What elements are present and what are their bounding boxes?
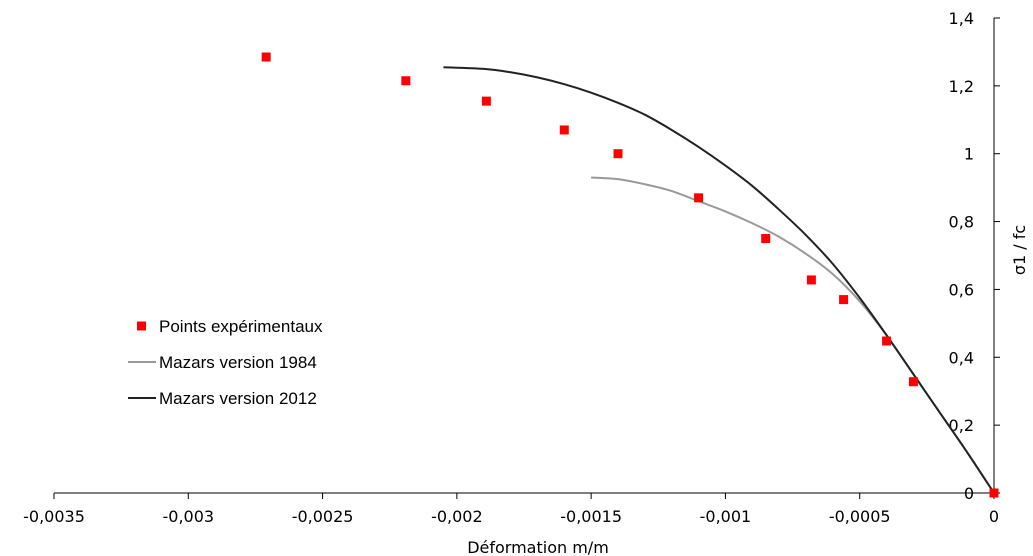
y-tick-label: 0,8	[949, 213, 974, 232]
data-point	[261, 52, 271, 62]
data-point	[613, 149, 623, 159]
x-tick-label: -0,0005	[829, 507, 891, 526]
data-point	[761, 234, 771, 244]
series-lines	[443, 66, 995, 494]
data-point	[908, 377, 918, 387]
axes: -0,0035 -0,003 -0,0025 -0,002 -0,0015 -0,001 -…	[23, 9, 1000, 526]
data-point	[839, 295, 849, 305]
legend: Points expérimentaux Mazars version 1984 M…	[128, 317, 323, 408]
x-tick-label: -0,001	[700, 507, 752, 526]
y-axis-title: σ1 / fc	[1010, 225, 1029, 275]
x-tick-label: -0,0015	[560, 507, 622, 526]
series-points	[261, 52, 999, 498]
data-point	[559, 125, 569, 135]
series-line-2	[443, 66, 995, 494]
x-tick-label: -0,003	[162, 507, 214, 526]
data-point	[694, 193, 704, 203]
y-tick-label: 1,4	[949, 9, 974, 28]
legend-label: Mazars version 1984	[159, 353, 317, 372]
x-tick-label: -0,0025	[292, 507, 354, 526]
y-tick-label: 0,2	[949, 416, 974, 435]
data-point	[481, 96, 491, 106]
data-point	[989, 488, 999, 498]
x-tick-label: 0	[989, 507, 999, 526]
data-point	[882, 336, 892, 346]
series-line-1	[591, 176, 995, 494]
legend-label: Points expérimentaux	[159, 317, 323, 336]
x-tick-label: -0,002	[431, 507, 483, 526]
legend-swatch-marker	[137, 321, 146, 331]
y-tick-label: 0,4	[949, 348, 974, 367]
data-point	[401, 76, 411, 86]
legend-label: Mazars version 2012	[159, 389, 317, 408]
x-axis-title: Déformation m/m	[467, 538, 609, 556]
y-tick-label: 1,2	[949, 77, 974, 96]
y-tick-label: 0,6	[949, 280, 974, 299]
y-tick-label: 1	[964, 145, 974, 164]
data-point	[806, 275, 816, 285]
x-tick-label: -0,0035	[23, 507, 85, 526]
y-tick-label: 0	[964, 484, 974, 503]
